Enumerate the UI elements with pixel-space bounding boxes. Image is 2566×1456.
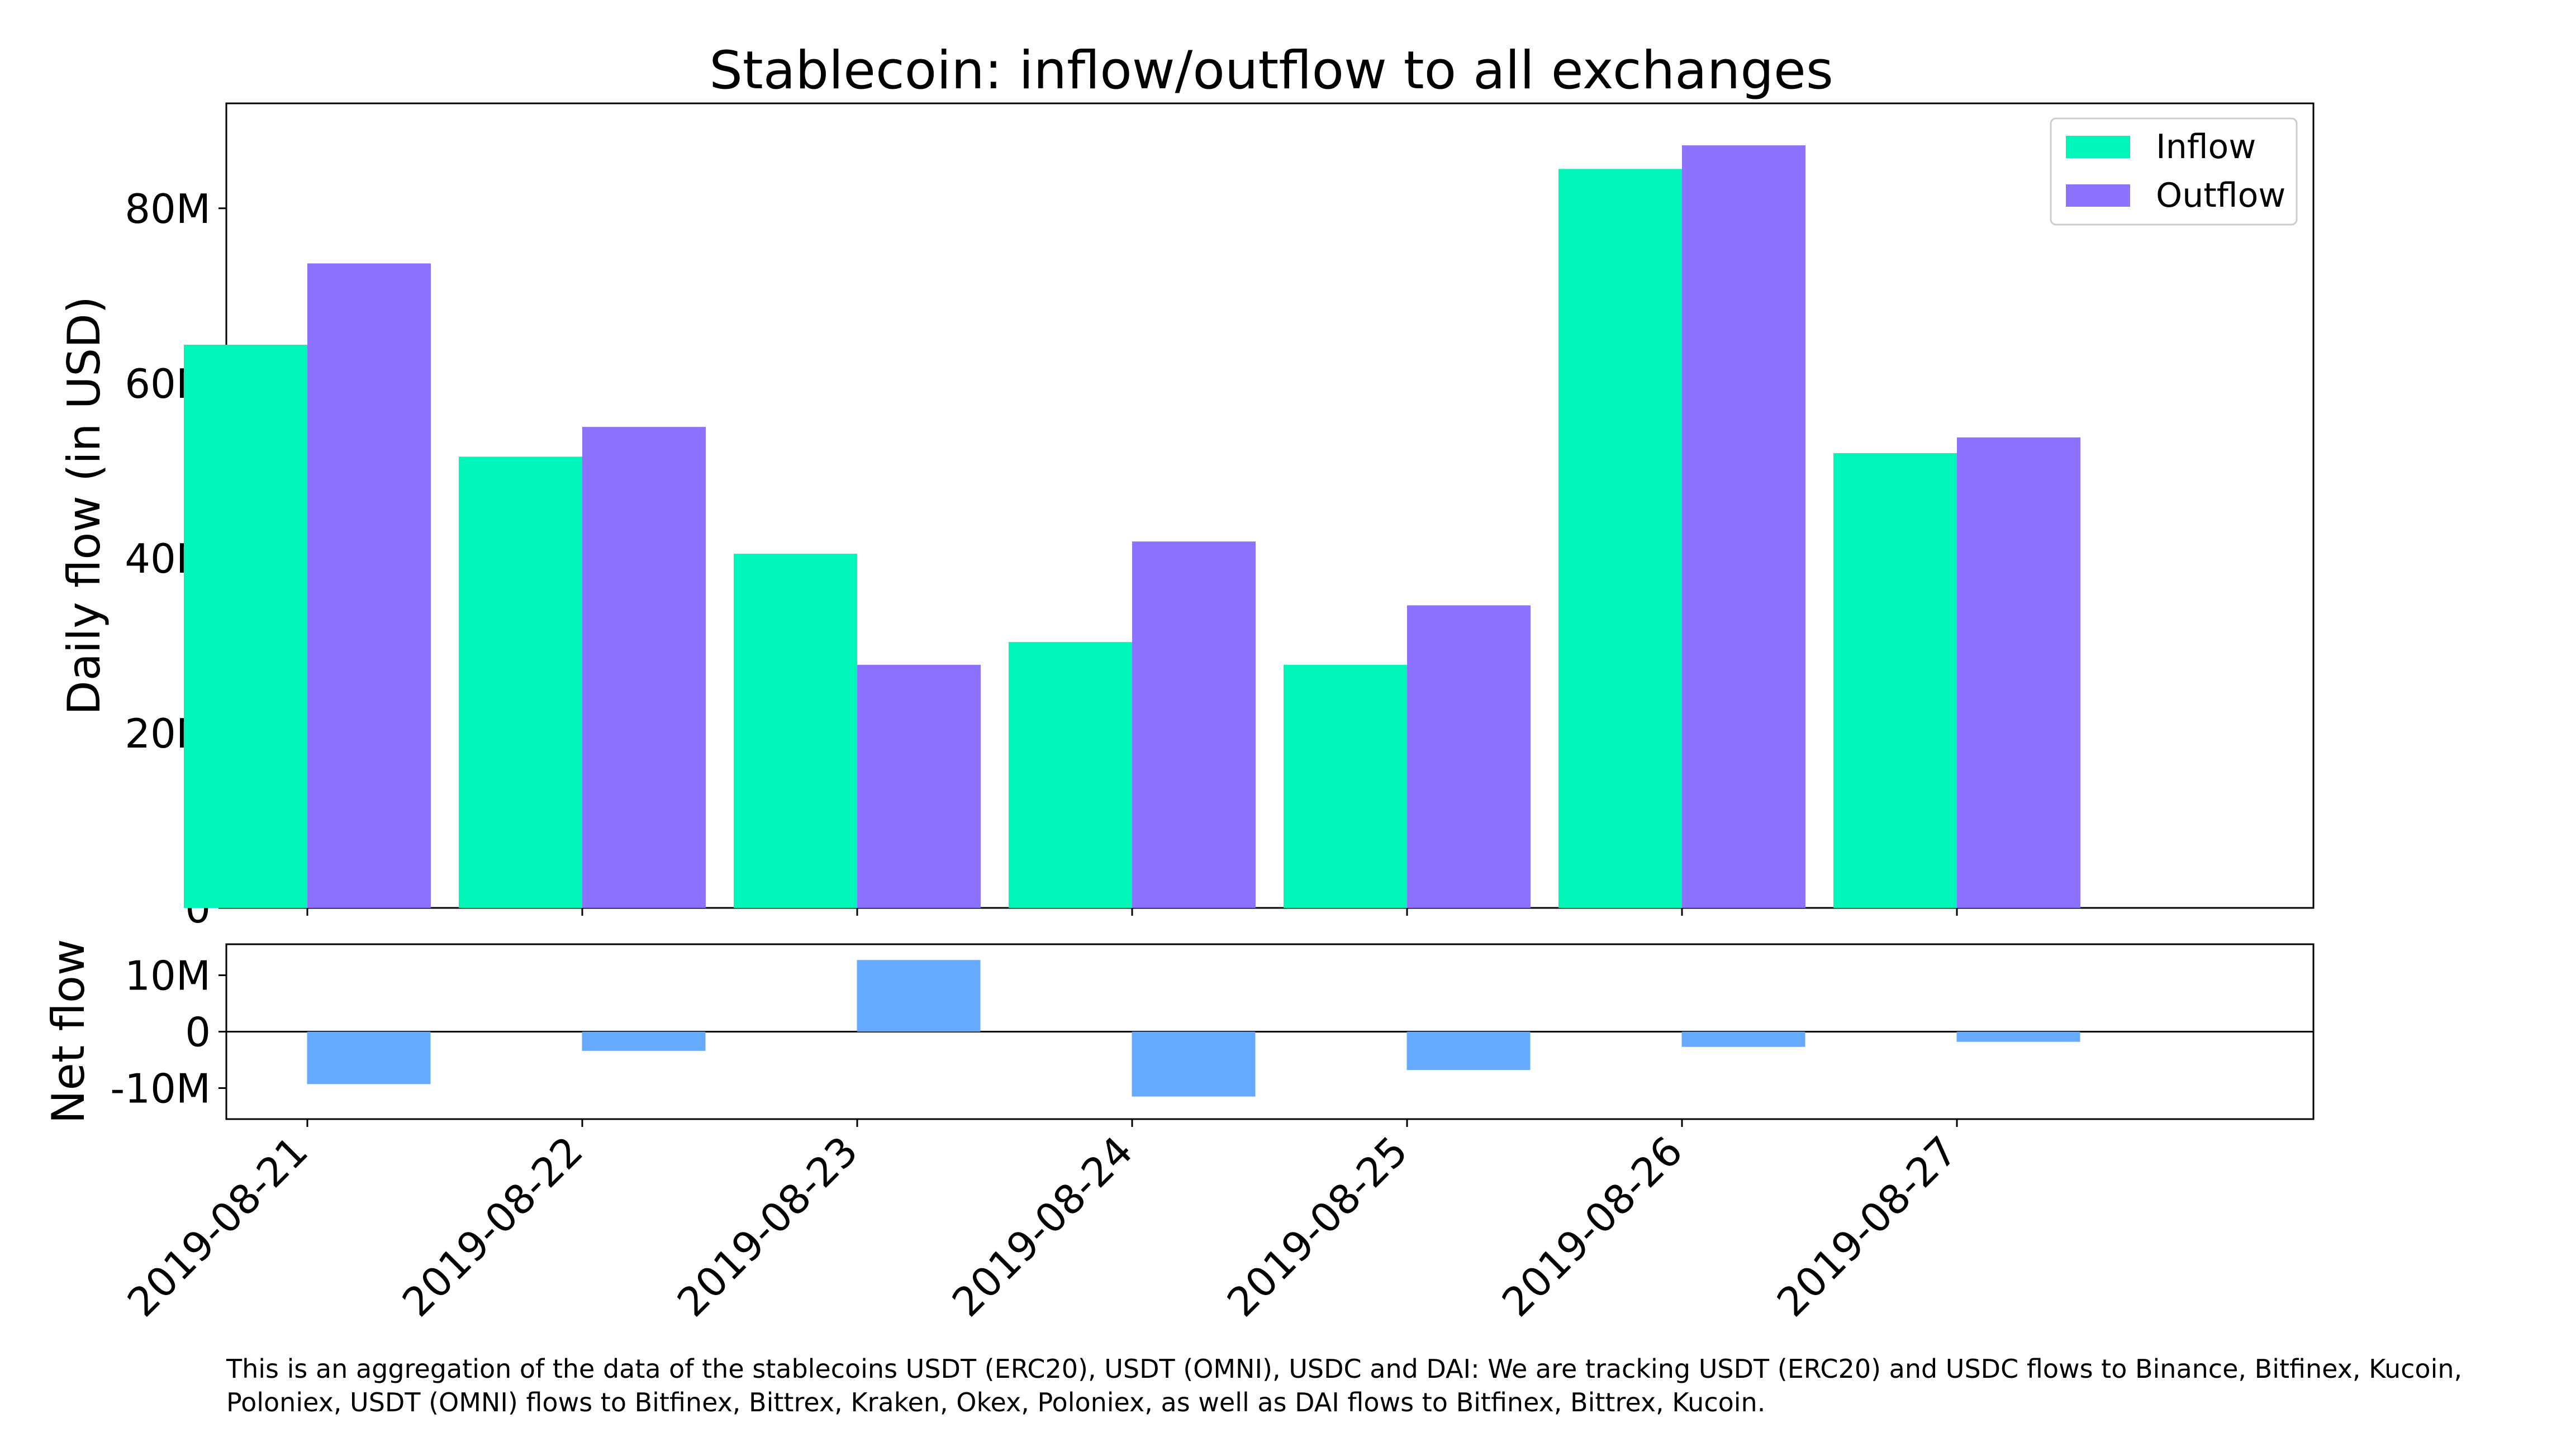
legend: Inflow Outflow xyxy=(2050,117,2298,226)
net-y-tick-label: -10M xyxy=(110,1065,211,1112)
net-bars xyxy=(307,960,2080,1097)
chart-title: Stablecoin: inflow/outflow to all exchan… xyxy=(709,40,1833,101)
bar-outflow-2019-08-24 xyxy=(1132,541,1256,908)
net-y-ticks: -10M 0 10M xyxy=(110,953,226,1112)
bar-outflow-2019-08-25 xyxy=(1407,605,1531,908)
legend-label-outflow: Outflow xyxy=(2156,176,2285,215)
net-bar-2019-08-26 xyxy=(1681,1031,1805,1047)
bar-outflow-2019-08-27 xyxy=(1957,437,2080,908)
main-y-tick-label: 80M xyxy=(125,185,211,232)
main-bars xyxy=(184,145,2080,908)
net-bar-2019-08-27 xyxy=(1956,1031,2080,1042)
net-bar-2019-08-22 xyxy=(582,1031,706,1051)
net-y-tick-label: 0 xyxy=(185,1009,211,1056)
bar-outflow-2019-08-23 xyxy=(857,664,981,908)
bar-inflow-2019-08-23 xyxy=(734,554,857,908)
net-x-ticks xyxy=(306,1119,1958,1127)
legend-swatch-outflow xyxy=(2066,184,2130,207)
net-bar-2019-08-23 xyxy=(857,960,981,1032)
legend-label-inflow: Inflow xyxy=(2156,127,2256,166)
bar-inflow-2019-08-25 xyxy=(1284,664,1407,908)
bar-inflow-2019-08-24 xyxy=(1009,642,1132,908)
bar-outflow-2019-08-22 xyxy=(582,427,706,908)
bar-inflow-2019-08-26 xyxy=(1558,169,1682,908)
net-flow-plot: -10M 0 10M Net flow xyxy=(42,939,2315,1127)
main-y-axis-label: Daily flow (in USD) xyxy=(58,296,110,715)
net-y-axis-label: Net flow xyxy=(42,939,94,1124)
x-tick-label: 2019-08-23 xyxy=(668,1127,867,1326)
x-tick-label: 2019-08-24 xyxy=(943,1127,1142,1326)
x-tick-label: 2019-08-26 xyxy=(1493,1127,1691,1326)
x-tick-label: 2019-08-21 xyxy=(118,1127,317,1326)
footnote: This is an aggregation of the data of th… xyxy=(226,1354,2463,1417)
bar-outflow-2019-08-26 xyxy=(1682,145,1805,908)
bar-inflow-2019-08-27 xyxy=(1833,453,1957,908)
net-bar-2019-08-24 xyxy=(1132,1031,1256,1097)
bar-inflow-2019-08-22 xyxy=(459,456,582,908)
x-tick-label: 2019-08-27 xyxy=(1768,1127,1966,1326)
bar-outflow-2019-08-21 xyxy=(307,263,431,908)
x-tick-label: 2019-08-25 xyxy=(1218,1127,1417,1326)
x-tick-labels: 2019-08-21 2019-08-22 2019-08-23 2019-08-24… xyxy=(118,1127,1966,1326)
main-x-ticks xyxy=(306,908,1958,916)
net-bar-2019-08-25 xyxy=(1406,1031,1531,1070)
net-y-tick-label: 10M xyxy=(125,953,211,1000)
bar-inflow-2019-08-21 xyxy=(184,345,307,908)
net-bar-2019-08-21 xyxy=(307,1031,431,1084)
x-tick-label: 2019-08-22 xyxy=(393,1127,592,1326)
legend-swatch-inflow xyxy=(2066,136,2130,158)
